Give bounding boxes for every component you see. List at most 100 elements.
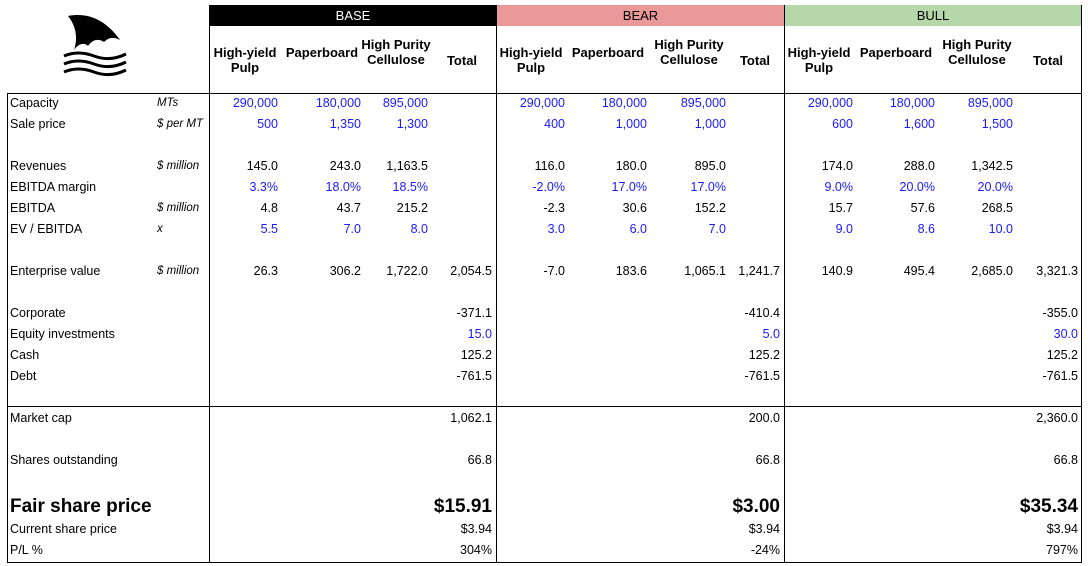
cell-base-3: -371.1	[456, 306, 492, 320]
cell-bull-1: 495.4	[903, 264, 935, 278]
column-header: High-yield Pulp	[787, 45, 851, 75]
cell-base-0: 145.0	[246, 159, 278, 173]
cell-bear-3: $3.00	[732, 496, 780, 517]
cell-base-2: 1,300	[396, 117, 428, 131]
cell-bear-0: 3.0	[547, 222, 565, 236]
cell-bear-3: -761.5	[744, 369, 780, 383]
cell-bull-2: 2,685.0	[971, 264, 1013, 278]
cell-base-0: 3.3%	[249, 180, 279, 194]
cell-bull-2: 1,342.5	[971, 159, 1013, 173]
cell-bull-0: 290,000	[807, 96, 853, 110]
cell-base-1: 1,350	[329, 117, 361, 131]
cell-bear-1: 17.0%	[611, 180, 647, 194]
row-label: P/L %	[10, 543, 43, 557]
cell-bear-2: 895,000	[680, 96, 726, 110]
cell-bull-1: 8.6	[917, 222, 935, 236]
row-label: Capacity	[10, 96, 59, 110]
grid-line	[7, 93, 1082, 94]
row-unit: $ million	[157, 265, 200, 277]
cell-bull-3: 66.8	[1053, 453, 1078, 467]
scenario-header-bear: BEAR	[497, 5, 784, 26]
cell-bear-2: 1,000	[694, 117, 726, 131]
scenario-label-base: BASE	[335, 8, 371, 23]
shark-fin-icon	[63, 15, 127, 77]
cell-bull-2: 20.0%	[977, 180, 1013, 194]
cell-bull-1: 288.0	[903, 159, 935, 173]
cell-base-2: 18.5%	[392, 180, 428, 194]
row-label: Revenues	[10, 159, 67, 173]
cell-bull-1: 57.6	[910, 201, 935, 215]
row-unit: $ million	[157, 160, 200, 172]
cell-base-2: 215.2	[396, 201, 428, 215]
cell-base-2: 1,163.5	[386, 159, 428, 173]
cell-bull-3: 125.2	[1046, 348, 1078, 362]
cell-bull-3: -761.5	[1042, 369, 1078, 383]
grid-line	[784, 5, 785, 562]
cell-bull-0: 9.0%	[824, 180, 854, 194]
grid-line	[209, 5, 210, 562]
cell-bear-0: 116.0	[534, 159, 565, 173]
grid-line	[1081, 5, 1082, 562]
column-header: Total	[446, 53, 478, 68]
cell-bear-0: 290,000	[519, 96, 565, 110]
cell-bull-2: 895,000	[967, 96, 1013, 110]
cell-base-0: 5.5	[260, 222, 278, 236]
cell-bull-3: -355.0	[1042, 306, 1078, 320]
cell-bull-3: 3,321.3	[1036, 264, 1078, 278]
cell-base-1: 18.0%	[325, 180, 361, 194]
grid-line	[7, 562, 1082, 563]
scenario-header-bull: BULL	[785, 5, 1081, 26]
cell-base-3: $3.94	[460, 522, 492, 536]
cell-bull-1: 180,000	[889, 96, 935, 110]
cell-bear-2: 17.0%	[690, 180, 726, 194]
cell-bull-3: $35.34	[1019, 496, 1078, 517]
cell-bear-3: 125.2	[748, 348, 780, 362]
scenario-label-bear: BEAR	[622, 8, 659, 23]
cell-base-1: 180,000	[315, 96, 361, 110]
cell-bear-1: 30.6	[622, 201, 647, 215]
row-label: Equity investments	[10, 327, 115, 341]
cell-bear-2: 895.0	[694, 159, 726, 173]
cell-bull-0: 15.7	[828, 201, 853, 215]
row-label: Corporate	[10, 306, 66, 320]
cell-base-2: 8.0	[410, 222, 428, 236]
cell-bull-2: 268.5	[981, 201, 1013, 215]
row-label: Debt	[10, 369, 37, 383]
column-header: High Purity Cellulose	[942, 37, 1012, 67]
row-label: EV / EBITDA	[10, 222, 83, 236]
cell-bear-1: 6.0	[629, 222, 647, 236]
cell-bull-0: 9.0	[835, 222, 853, 236]
cell-bear-1: 1,000	[615, 117, 647, 131]
cell-bull-0: 600	[832, 117, 853, 131]
cell-base-0: 4.8	[260, 201, 278, 215]
cell-base-0: 290,000	[232, 96, 278, 110]
cell-base-0: 500	[257, 117, 278, 131]
cell-base-3: 1,062.1	[450, 411, 492, 425]
cell-bull-1: 1,600	[903, 117, 935, 131]
column-header: High-yield Pulp	[499, 45, 563, 75]
column-header: Paperboard	[859, 45, 933, 60]
row-label: Fair share price	[10, 496, 152, 517]
cell-base-3: 2,054.5	[450, 264, 492, 278]
column-header: High-yield Pulp	[213, 45, 277, 75]
row-unit: $ per MT	[157, 118, 204, 130]
column-header: High Purity Cellulose	[654, 37, 724, 67]
row-unit: x	[157, 223, 163, 235]
scenario-label-bull: BULL	[916, 8, 950, 23]
cell-bear-0: 400	[544, 117, 565, 131]
cell-bull-1: 20.0%	[899, 180, 935, 194]
column-header: Paperboard	[285, 45, 359, 60]
column-header: Total	[1032, 53, 1064, 68]
row-unit: MTs	[157, 97, 179, 109]
cell-base-3: $15.91	[433, 496, 492, 517]
cell-bear-2: 152.2	[694, 201, 726, 215]
cell-bear-0: -2.3	[543, 201, 565, 215]
row-label: Sale price	[10, 117, 66, 131]
grid-line	[496, 5, 497, 562]
row-label: EBITDA margin	[10, 180, 97, 194]
column-header: Total	[739, 53, 771, 68]
cell-bear-3: $3.94	[748, 522, 780, 536]
cell-bear-3: 5.0	[762, 327, 780, 341]
row-label: Current share price	[10, 522, 117, 536]
cell-bull-3: $3.94	[1046, 522, 1078, 536]
